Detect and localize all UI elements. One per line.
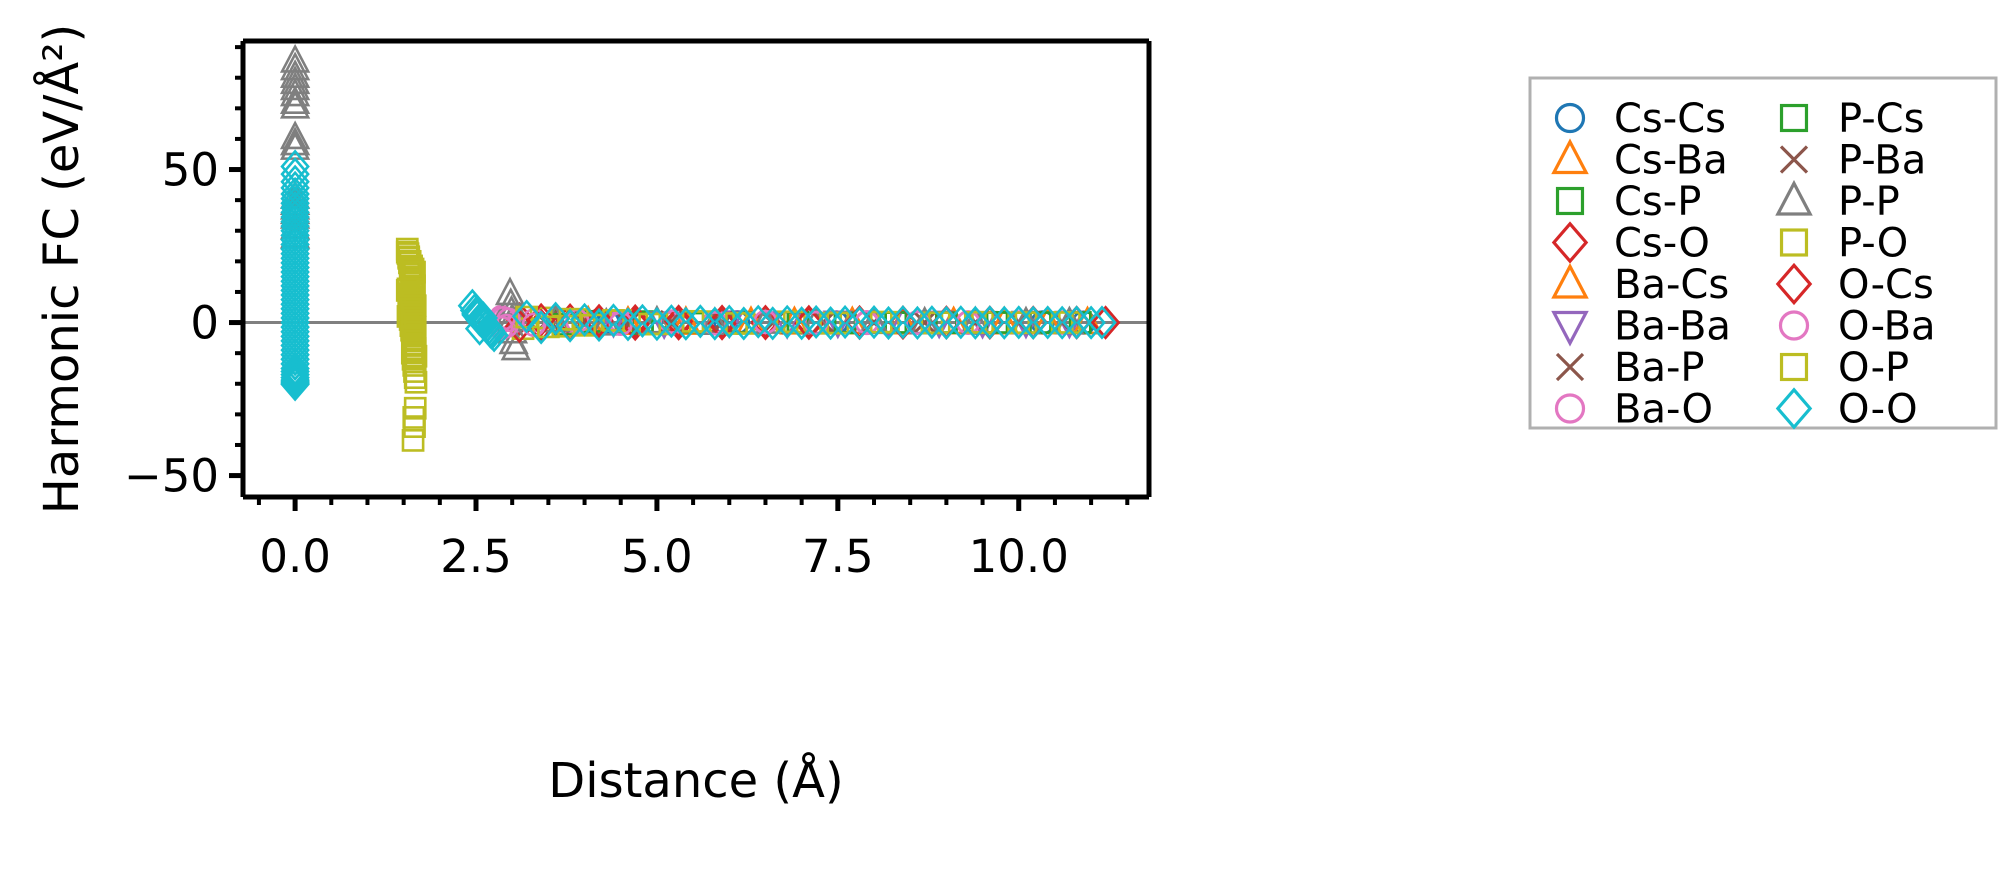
circle-marker-icon xyxy=(1554,102,1586,134)
x-marker-icon xyxy=(1779,145,1809,174)
plot-area xyxy=(243,43,1149,452)
legend-item-label: Ba-P xyxy=(1614,345,1705,391)
legend-item-p-o[interactable]: P-O xyxy=(1774,221,1990,267)
legend-item-label: Ba-Ba xyxy=(1614,304,1731,350)
legend-item-label: P-O xyxy=(1838,221,1908,267)
y-tick-label: 50 xyxy=(162,144,219,197)
legend-item-p-p[interactable]: P-P xyxy=(1774,179,1990,225)
legend-item-label: Cs-Ba xyxy=(1614,138,1728,184)
legend-item-o-cs[interactable]: O-Cs xyxy=(1774,262,1990,308)
triangle-up-marker-icon xyxy=(1551,262,1589,299)
legend-item-o-ba[interactable]: O-Ba xyxy=(1774,304,1990,350)
x-tick-label: 7.5 xyxy=(802,530,874,583)
legend-item-cs-p[interactable]: Cs-P xyxy=(1550,179,1766,225)
y-tick-label: −50 xyxy=(124,450,219,503)
legend-item-cs-cs[interactable]: Cs-Cs xyxy=(1550,96,1766,142)
legend-item-ba-ba[interactable]: Ba-Ba xyxy=(1550,304,1766,350)
legend-item-label: P-Cs xyxy=(1838,96,1924,142)
x-tick-label: 0.0 xyxy=(259,530,331,583)
square-marker-icon xyxy=(1779,228,1809,257)
legend-item-label: O-Ba xyxy=(1838,304,1936,350)
circle-marker-icon xyxy=(1554,393,1586,424)
legend-item-label: P-P xyxy=(1838,179,1900,225)
square-marker-icon xyxy=(1779,352,1809,382)
diamond-marker-icon xyxy=(1775,262,1813,306)
x-marker-icon xyxy=(1555,352,1585,382)
legend-item-label: Cs-P xyxy=(1614,179,1701,225)
legend-item-o-p[interactable]: O-P xyxy=(1774,345,1990,391)
legend-item-label: Cs-Cs xyxy=(1614,96,1726,142)
legend-item-ba-p[interactable]: Ba-P xyxy=(1550,345,1766,391)
data-points-group xyxy=(279,43,1121,452)
legend-item-label: O-P xyxy=(1838,345,1909,391)
series-o-o xyxy=(280,149,1117,402)
legend-item-label: P-Ba xyxy=(1838,138,1926,184)
legend-item-label: Ba-Cs xyxy=(1614,262,1729,308)
triangle-up-marker-icon xyxy=(1775,179,1813,216)
x-tick-label: 5.0 xyxy=(621,530,693,583)
legend-item-label: Cs-O xyxy=(1614,221,1710,267)
diamond-marker-icon xyxy=(1551,221,1589,264)
x-axis-label: Distance (Å) xyxy=(548,752,843,809)
y-axis-label: Harmonic FC (eV/Å²) xyxy=(33,24,90,514)
x-tick-label: 10.0 xyxy=(969,530,1069,583)
circle-marker-icon xyxy=(1778,310,1810,341)
legend-item-cs-ba[interactable]: Cs-Ba xyxy=(1550,138,1766,184)
legend-frame xyxy=(1528,76,1998,430)
legend-item-label: Ba-O xyxy=(1614,387,1713,433)
legend-item-p-ba[interactable]: P-Ba xyxy=(1774,138,1990,184)
diamond-marker-icon xyxy=(1775,387,1813,430)
triangle-up-marker-icon xyxy=(1551,138,1589,175)
triangle-down-marker-icon xyxy=(1551,310,1589,347)
y-tick-label: 0 xyxy=(190,297,219,350)
legend-item-label: O-Cs xyxy=(1838,262,1934,308)
legend-item-label: O-O xyxy=(1838,387,1918,433)
legend-item-ba-cs[interactable]: Ba-Cs xyxy=(1550,262,1766,308)
square-marker-icon xyxy=(1779,103,1809,133)
legend-item-p-cs[interactable]: P-Cs xyxy=(1774,96,1990,142)
legend-item-o-o[interactable]: O-O xyxy=(1774,387,1990,433)
legend-item-cs-o[interactable]: Cs-O xyxy=(1550,221,1766,267)
axis-group: 0.0 2.5 5.0 7.5 10.0 50 0 −50 xyxy=(124,38,1152,583)
legend-item-ba-o[interactable]: Ba-O xyxy=(1550,387,1766,433)
x-tick-label: 2.5 xyxy=(440,530,512,583)
square-marker-icon xyxy=(1555,186,1585,216)
